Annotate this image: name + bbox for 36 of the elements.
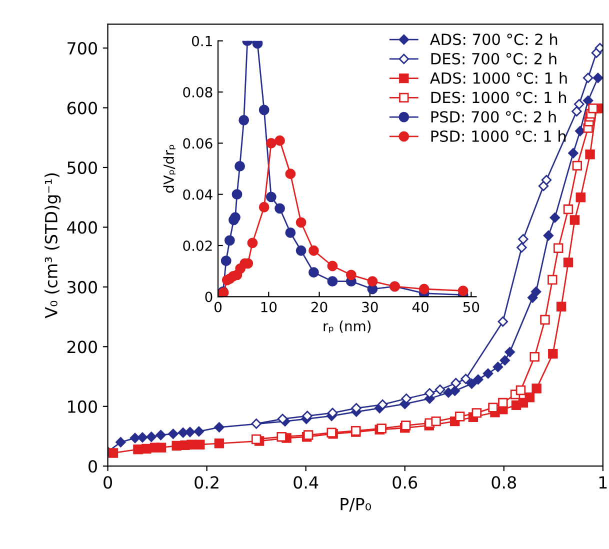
x-tick-label: 0.8	[492, 476, 516, 489]
y-axis-title: dVₚ/drₚ	[163, 144, 176, 193]
y-tick-label: 600	[67, 102, 97, 114]
y-tick-label: 0.06	[183, 138, 212, 149]
y-tick-label: 300	[68, 280, 97, 294]
legend-label: ADS: 1000 °C: 1 h	[430, 72, 567, 84]
x-tick-label: 10	[261, 302, 277, 312]
x-tick-label: 0.4	[294, 476, 318, 489]
legend-label: ADS: 700 °C: 2 h	[430, 33, 558, 46]
legend-label: PSD: 700 °C: 2 h	[431, 110, 556, 123]
legend-label: DES: 700 °C: 2 h	[431, 52, 556, 65]
x-axis-title: P/P₀	[340, 498, 371, 512]
legend-label: PSD: 1000 °C: 1 h	[431, 130, 566, 142]
y-tick-label: 700	[68, 42, 97, 55]
y-axis-title: V₀ (cm³ (STD)g⁻¹)	[44, 173, 61, 318]
x-tick-label: 1	[599, 476, 607, 488]
y-tick-label: 0	[205, 292, 212, 302]
y-tick-label: 0.08	[183, 86, 212, 98]
y-tick-label: 200	[67, 340, 97, 354]
x-tick-label: 40	[412, 302, 428, 312]
y-tick-label: 0.02	[183, 240, 212, 251]
y-tick-label: 0.04	[183, 189, 212, 200]
x-axis-title: rₚ (nm)	[324, 320, 371, 333]
y-tick-label: 0	[88, 460, 97, 473]
x-tick-label: 20	[311, 302, 328, 312]
x-tick-label: 0.6	[392, 476, 418, 489]
x-tick-label: 0	[104, 476, 112, 489]
x-tick-label: 0.2	[194, 476, 218, 489]
y-tick-label: 100	[68, 400, 97, 413]
x-tick-label: 0	[214, 302, 222, 312]
y-tick-label: 500	[68, 161, 97, 174]
y-tick-label: 400	[67, 221, 97, 234]
x-tick-label: 50	[463, 302, 480, 312]
y-tick-label: 0.1	[192, 36, 212, 46]
legend-label: DES: 1000 °C: 1 h	[431, 91, 566, 104]
x-tick-label: 30	[362, 302, 378, 312]
